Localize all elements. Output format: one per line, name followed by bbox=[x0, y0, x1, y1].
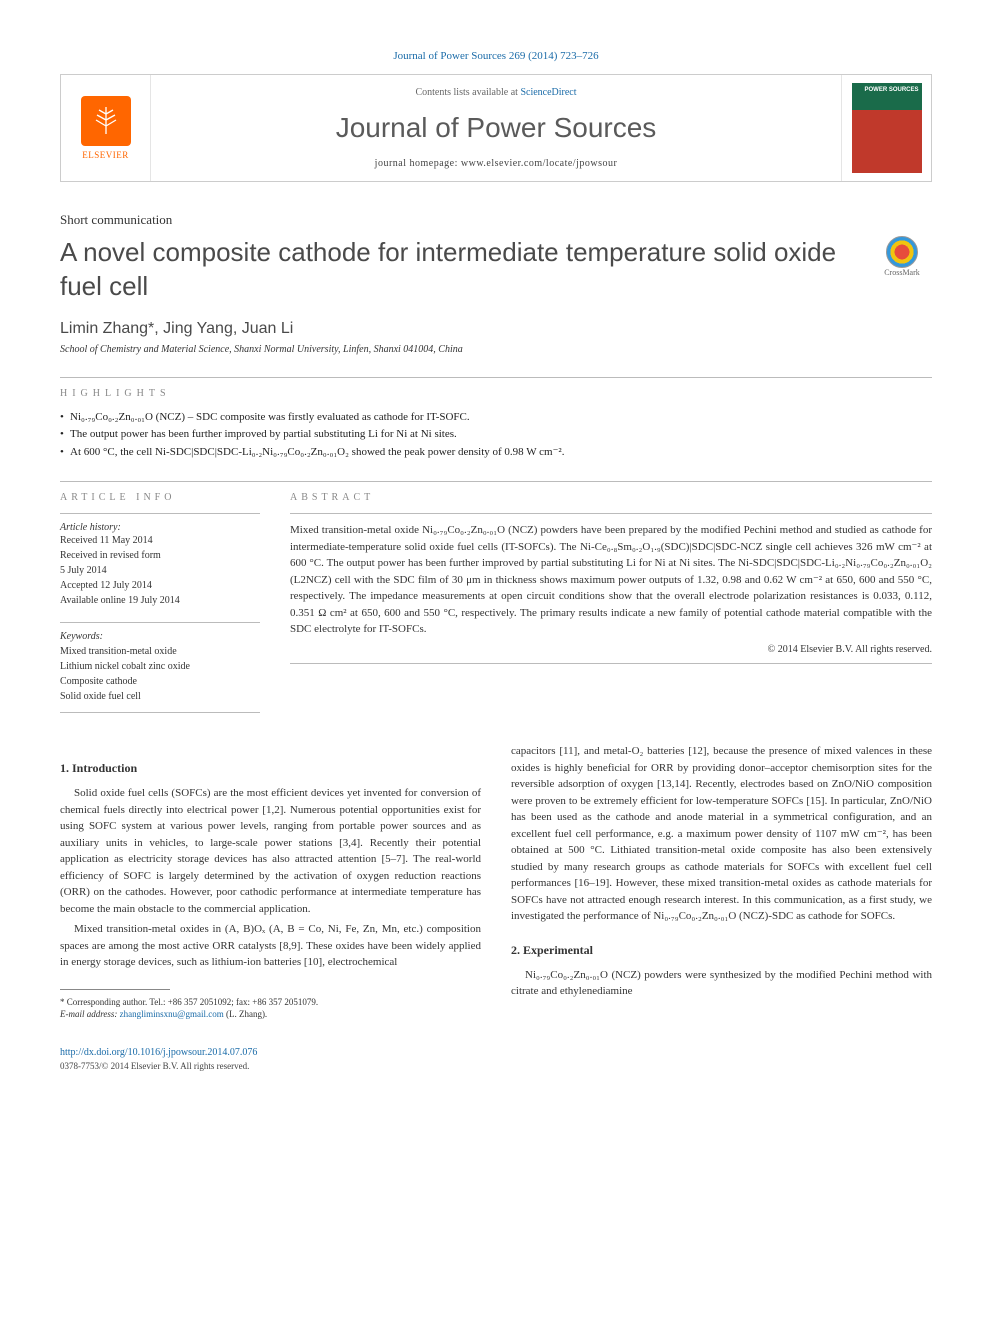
header-center: Contents lists available at ScienceDirec… bbox=[151, 75, 841, 181]
history-line: Available online 19 July 2014 bbox=[60, 593, 260, 608]
email-line: E-mail address: zhangliminsxnu@gmail.com… bbox=[60, 1008, 481, 1021]
publisher-name: ELSEVIER bbox=[82, 150, 129, 160]
keywords-block: Keywords: Mixed transition-metal oxide L… bbox=[60, 622, 260, 713]
sciencedirect-link[interactable]: ScienceDirect bbox=[520, 87, 576, 98]
body-paragraph: capacitors [11], and metal-O₂ batteries … bbox=[511, 743, 932, 925]
footnote-separator bbox=[60, 989, 170, 990]
authors-text: Limin Zhang*, Jing Yang, Juan Li bbox=[60, 320, 293, 337]
abstract-copyright: © 2014 Elsevier B.V. All rights reserved… bbox=[290, 644, 932, 655]
homepage-url[interactable]: www.elsevier.com/locate/jpowsour bbox=[461, 158, 617, 169]
body-columns: 1. Introduction Solid oxide fuel cells (… bbox=[60, 743, 932, 1073]
experimental-heading: 2. Experimental bbox=[511, 941, 932, 959]
abstract-text: Mixed transition-metal oxide Ni₀.₇₉Co₀.₂… bbox=[290, 522, 932, 638]
issn-copyright: 0378-7753/© 2014 Elsevier B.V. All right… bbox=[60, 1060, 481, 1074]
keyword: Solid oxide fuel cell bbox=[60, 689, 260, 704]
keywords-label: Keywords: bbox=[60, 631, 260, 642]
highlights-list: Ni₀.₇₉Co₀.₂Zn₀.₀₁O (NCZ) – SDC composite… bbox=[60, 409, 932, 462]
crossmark-icon bbox=[886, 236, 918, 268]
journal-homepage-line: journal homepage: www.elsevier.com/locat… bbox=[159, 158, 833, 169]
corresponding-author: * Corresponding author. Tel.: +86 357 20… bbox=[60, 996, 481, 1009]
footnotes: * Corresponding author. Tel.: +86 357 20… bbox=[60, 996, 481, 1021]
email-label: E-mail address: bbox=[60, 1009, 120, 1019]
top-citation: Journal of Power Sources 269 (2014) 723–… bbox=[60, 50, 932, 62]
history-line: Accepted 12 July 2014 bbox=[60, 578, 260, 593]
cover-thumb-block bbox=[841, 75, 931, 181]
history-line: Received 11 May 2014 bbox=[60, 533, 260, 548]
article-type: Short communication bbox=[60, 212, 932, 228]
publisher-logo-block: ELSEVIER bbox=[61, 75, 151, 181]
keyword: Lithium nickel cobalt zinc oxide bbox=[60, 659, 260, 674]
keyword: Mixed transition-metal oxide bbox=[60, 644, 260, 659]
contents-prefix: Contents lists available at bbox=[415, 87, 520, 98]
history-block: Article history: Received 11 May 2014 Re… bbox=[60, 513, 260, 608]
crossmark-label: CrossMark bbox=[884, 268, 920, 277]
doi-link[interactable]: http://dx.doi.org/10.1016/j.jpowsour.201… bbox=[60, 1045, 481, 1060]
intro-heading: 1. Introduction bbox=[60, 759, 481, 777]
abstract-label: ABSTRACT bbox=[290, 492, 932, 503]
highlight-item: At 600 °C, the cell Ni-SDC|SDC|SDC-Li₀.₂… bbox=[60, 444, 932, 462]
affiliation: School of Chemistry and Material Science… bbox=[60, 344, 932, 355]
homepage-prefix: journal homepage: bbox=[375, 158, 461, 169]
journal-name: Journal of Power Sources bbox=[159, 112, 833, 144]
body-col-left: 1. Introduction Solid oxide fuel cells (… bbox=[60, 743, 481, 1073]
title-row: A novel composite cathode for intermedia… bbox=[60, 236, 932, 320]
elsevier-tree-icon bbox=[81, 96, 131, 146]
article-title: A novel composite cathode for intermedia… bbox=[60, 236, 862, 304]
body-paragraph: Mixed transition-metal oxides in (A, B)O… bbox=[60, 921, 481, 971]
article-info-label: ARTICLE INFO bbox=[60, 492, 260, 503]
journal-header: ELSEVIER Contents lists available at Sci… bbox=[60, 74, 932, 182]
abstract-col: ABSTRACT Mixed transition-metal oxide Ni… bbox=[290, 482, 932, 713]
highlights-block: Ni₀.₇₉Co₀.₂Zn₀.₀₁O (NCZ) – SDC composite… bbox=[60, 409, 932, 462]
body-paragraph: Solid oxide fuel cells (SOFCs) are the m… bbox=[60, 785, 481, 917]
history-line: 5 July 2014 bbox=[60, 563, 260, 578]
history-label: Article history: bbox=[60, 522, 260, 533]
journal-cover-icon bbox=[852, 83, 922, 173]
email-suffix: (L. Zhang). bbox=[224, 1009, 267, 1019]
article-info-col: ARTICLE INFO Article history: Received 1… bbox=[60, 482, 260, 713]
info-abstract-row: ARTICLE INFO Article history: Received 1… bbox=[60, 481, 932, 713]
keyword: Composite cathode bbox=[60, 674, 260, 689]
body-paragraph: Ni₀.₇₉Co₀.₂Zn₀.₀₁O (NCZ) powders were sy… bbox=[511, 967, 932, 1000]
highlight-item: Ni₀.₇₉Co₀.₂Zn₀.₀₁O (NCZ) – SDC composite… bbox=[60, 409, 932, 427]
author-email-link[interactable]: zhangliminsxnu@gmail.com bbox=[120, 1009, 224, 1019]
contents-list-line: Contents lists available at ScienceDirec… bbox=[159, 87, 833, 98]
highlight-item: The output power has been further improv… bbox=[60, 426, 932, 444]
history-line: Received in revised form bbox=[60, 548, 260, 563]
authors-line: Limin Zhang*, Jing Yang, Juan Li bbox=[60, 320, 932, 338]
body-col-right: capacitors [11], and metal-O₂ batteries … bbox=[511, 743, 932, 1073]
page-container: Journal of Power Sources 269 (2014) 723–… bbox=[0, 0, 992, 1124]
highlights-label: HIGHLIGHTS bbox=[60, 377, 932, 399]
crossmark-widget[interactable]: CrossMark bbox=[872, 236, 932, 277]
